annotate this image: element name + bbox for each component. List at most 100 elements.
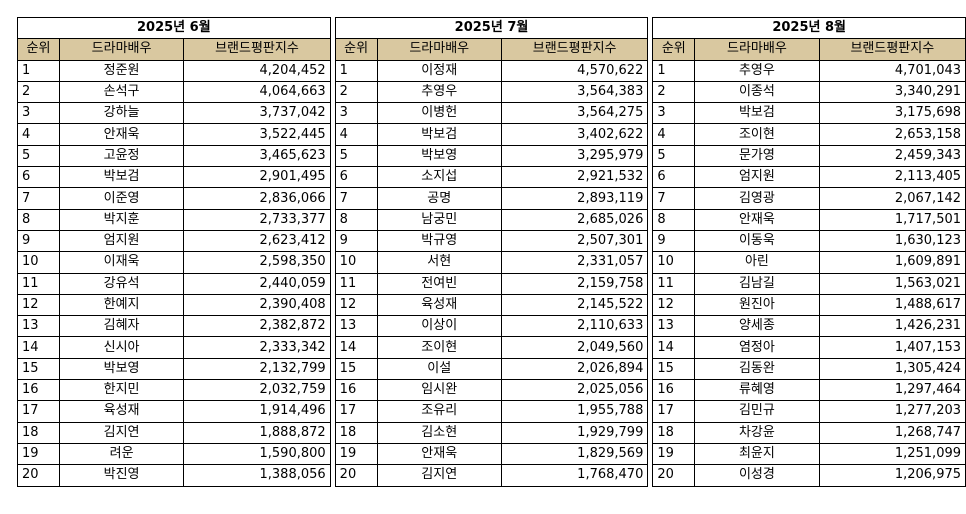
rank-cell: 20 — [334, 464, 378, 487]
rank-cell: 11 — [652, 272, 696, 295]
score-cell: 2,653,158 — [818, 123, 966, 146]
name-cell: 김동완 — [694, 357, 820, 381]
rank-cell: 18 — [17, 421, 60, 444]
name-cell: 신시아 — [58, 336, 185, 359]
name-cell: 서현 — [376, 251, 502, 274]
name-cell: 박보검 — [376, 123, 502, 146]
name-cell: 박보영 — [376, 144, 502, 168]
name-cell: 임시완 — [376, 379, 502, 402]
name-cell: 추영우 — [376, 80, 502, 104]
name-cell: 김영광 — [694, 187, 820, 210]
rank-cell: 16 — [334, 379, 378, 402]
table-row: 20 이성경 1,206,975 — [652, 464, 966, 487]
table-row: 7 김영광 2,067,142 — [652, 187, 966, 210]
table-row: 16 한지민 2,032,759 — [17, 379, 331, 402]
score-cell: 2,685,026 — [500, 208, 649, 231]
table-row: 3 이병헌 3,564,275 — [334, 102, 649, 125]
name-cell: 조유리 — [376, 400, 502, 423]
score-cell: 2,110,633 — [500, 315, 649, 338]
score-cell: 3,402,622 — [500, 123, 649, 146]
rank-cell: 7 — [334, 187, 378, 210]
rank-cell: 20 — [17, 464, 60, 487]
score-cell: 2,921,532 — [500, 166, 649, 189]
score-cell: 1,768,470 — [500, 464, 649, 487]
score-cell: 2,333,342 — [183, 336, 331, 359]
rank-header: 순위 — [652, 38, 696, 61]
score-cell: 2,623,412 — [183, 229, 331, 253]
table-row: 20 박진영 1,388,056 — [17, 464, 331, 487]
table-row: 4 박보검 3,402,622 — [334, 123, 649, 146]
name-cell: 이성경 — [694, 464, 820, 487]
rank-cell: 1 — [652, 59, 696, 82]
table-row: 10 아린 1,609,891 — [652, 251, 966, 274]
rank-header: 순위 — [334, 38, 378, 61]
table-row: 1 이정재 4,570,622 — [334, 59, 649, 82]
table-row: 18 차강윤 1,268,747 — [652, 421, 966, 444]
score-cell: 3,175,698 — [818, 102, 966, 125]
name-cell: 최윤지 — [694, 442, 820, 466]
name-cell: 한지민 — [58, 379, 185, 402]
score-cell: 1,297,464 — [818, 379, 966, 402]
table-row: 5 박보영 3,295,979 — [334, 144, 649, 168]
name-cell: 안재욱 — [58, 123, 185, 146]
rank-cell: 19 — [17, 442, 60, 466]
name-cell: 려운 — [58, 442, 185, 466]
table-row: 9 엄지원 2,623,412 — [17, 229, 331, 253]
rank-cell: 19 — [652, 442, 696, 466]
table-row: 9 이동욱 1,630,123 — [652, 229, 966, 253]
rank-cell: 15 — [334, 357, 378, 381]
actor-header: 드라마배우 — [694, 38, 820, 61]
table-row: 8 안재욱 1,717,501 — [652, 208, 966, 231]
rank-cell: 12 — [17, 293, 60, 317]
rank-cell: 10 — [334, 251, 378, 274]
name-cell: 안재욱 — [376, 442, 502, 466]
rank-cell: 7 — [652, 187, 696, 210]
score-header: 브랜드평판지수 — [500, 38, 649, 61]
rank-cell: 5 — [652, 144, 696, 168]
rank-cell: 13 — [652, 315, 696, 338]
score-cell: 1,251,099 — [818, 442, 966, 466]
rank-cell: 9 — [652, 229, 696, 253]
ranking-tables: 2025년 6월 순위 드라마배우 브랜드평판지수 1 정준원 4,204,452 2… — [17, 16, 966, 487]
score-cell: 1,388,056 — [183, 464, 331, 487]
name-cell: 엄지원 — [694, 166, 820, 189]
actor-header: 드라마배우 — [58, 38, 185, 61]
score-cell: 2,067,142 — [818, 187, 966, 210]
rank-cell: 11 — [334, 272, 378, 295]
name-cell: 소지섭 — [376, 166, 502, 189]
table-row: 14 염정아 1,407,153 — [652, 336, 966, 359]
name-cell: 염정아 — [694, 336, 820, 359]
table-row: 8 박지훈 2,733,377 — [17, 208, 331, 231]
score-cell: 2,026,894 — [500, 357, 649, 381]
rank-cell: 10 — [17, 251, 60, 274]
score-cell: 1,955,788 — [500, 400, 649, 423]
name-cell: 이병헌 — [376, 102, 502, 125]
name-cell: 이설 — [376, 357, 502, 381]
actor-header: 드라마배우 — [376, 38, 502, 61]
table-row: 11 강유석 2,440,059 — [17, 272, 331, 295]
table-row: 16 임시완 2,025,056 — [334, 379, 649, 402]
table-row: 14 신시아 2,333,342 — [17, 336, 331, 359]
rank-cell: 1 — [334, 59, 378, 82]
table-row: 15 김동완 1,305,424 — [652, 357, 966, 381]
score-cell: 3,522,445 — [183, 123, 331, 146]
rank-cell: 14 — [334, 336, 378, 359]
name-cell: 이상이 — [376, 315, 502, 338]
table-row: 17 김민규 1,277,203 — [652, 400, 966, 423]
name-cell: 박진영 — [58, 464, 185, 487]
name-cell: 추영우 — [694, 59, 820, 82]
name-cell: 이준영 — [58, 187, 185, 210]
score-cell: 2,032,759 — [183, 379, 331, 402]
name-cell: 안재욱 — [694, 208, 820, 231]
rank-cell: 17 — [652, 400, 696, 423]
table-row: 18 김소현 1,929,799 — [334, 421, 649, 444]
rank-cell: 2 — [652, 80, 696, 104]
score-cell: 2,382,872 — [183, 315, 331, 338]
rank-cell: 16 — [652, 379, 696, 402]
score-cell: 1,488,617 — [818, 293, 966, 317]
table-row: 6 박보검 2,901,495 — [17, 166, 331, 189]
rank-cell: 4 — [17, 123, 60, 146]
score-cell: 1,829,569 — [500, 442, 649, 466]
rank-cell: 2 — [17, 80, 60, 104]
name-cell: 정준원 — [58, 59, 185, 82]
